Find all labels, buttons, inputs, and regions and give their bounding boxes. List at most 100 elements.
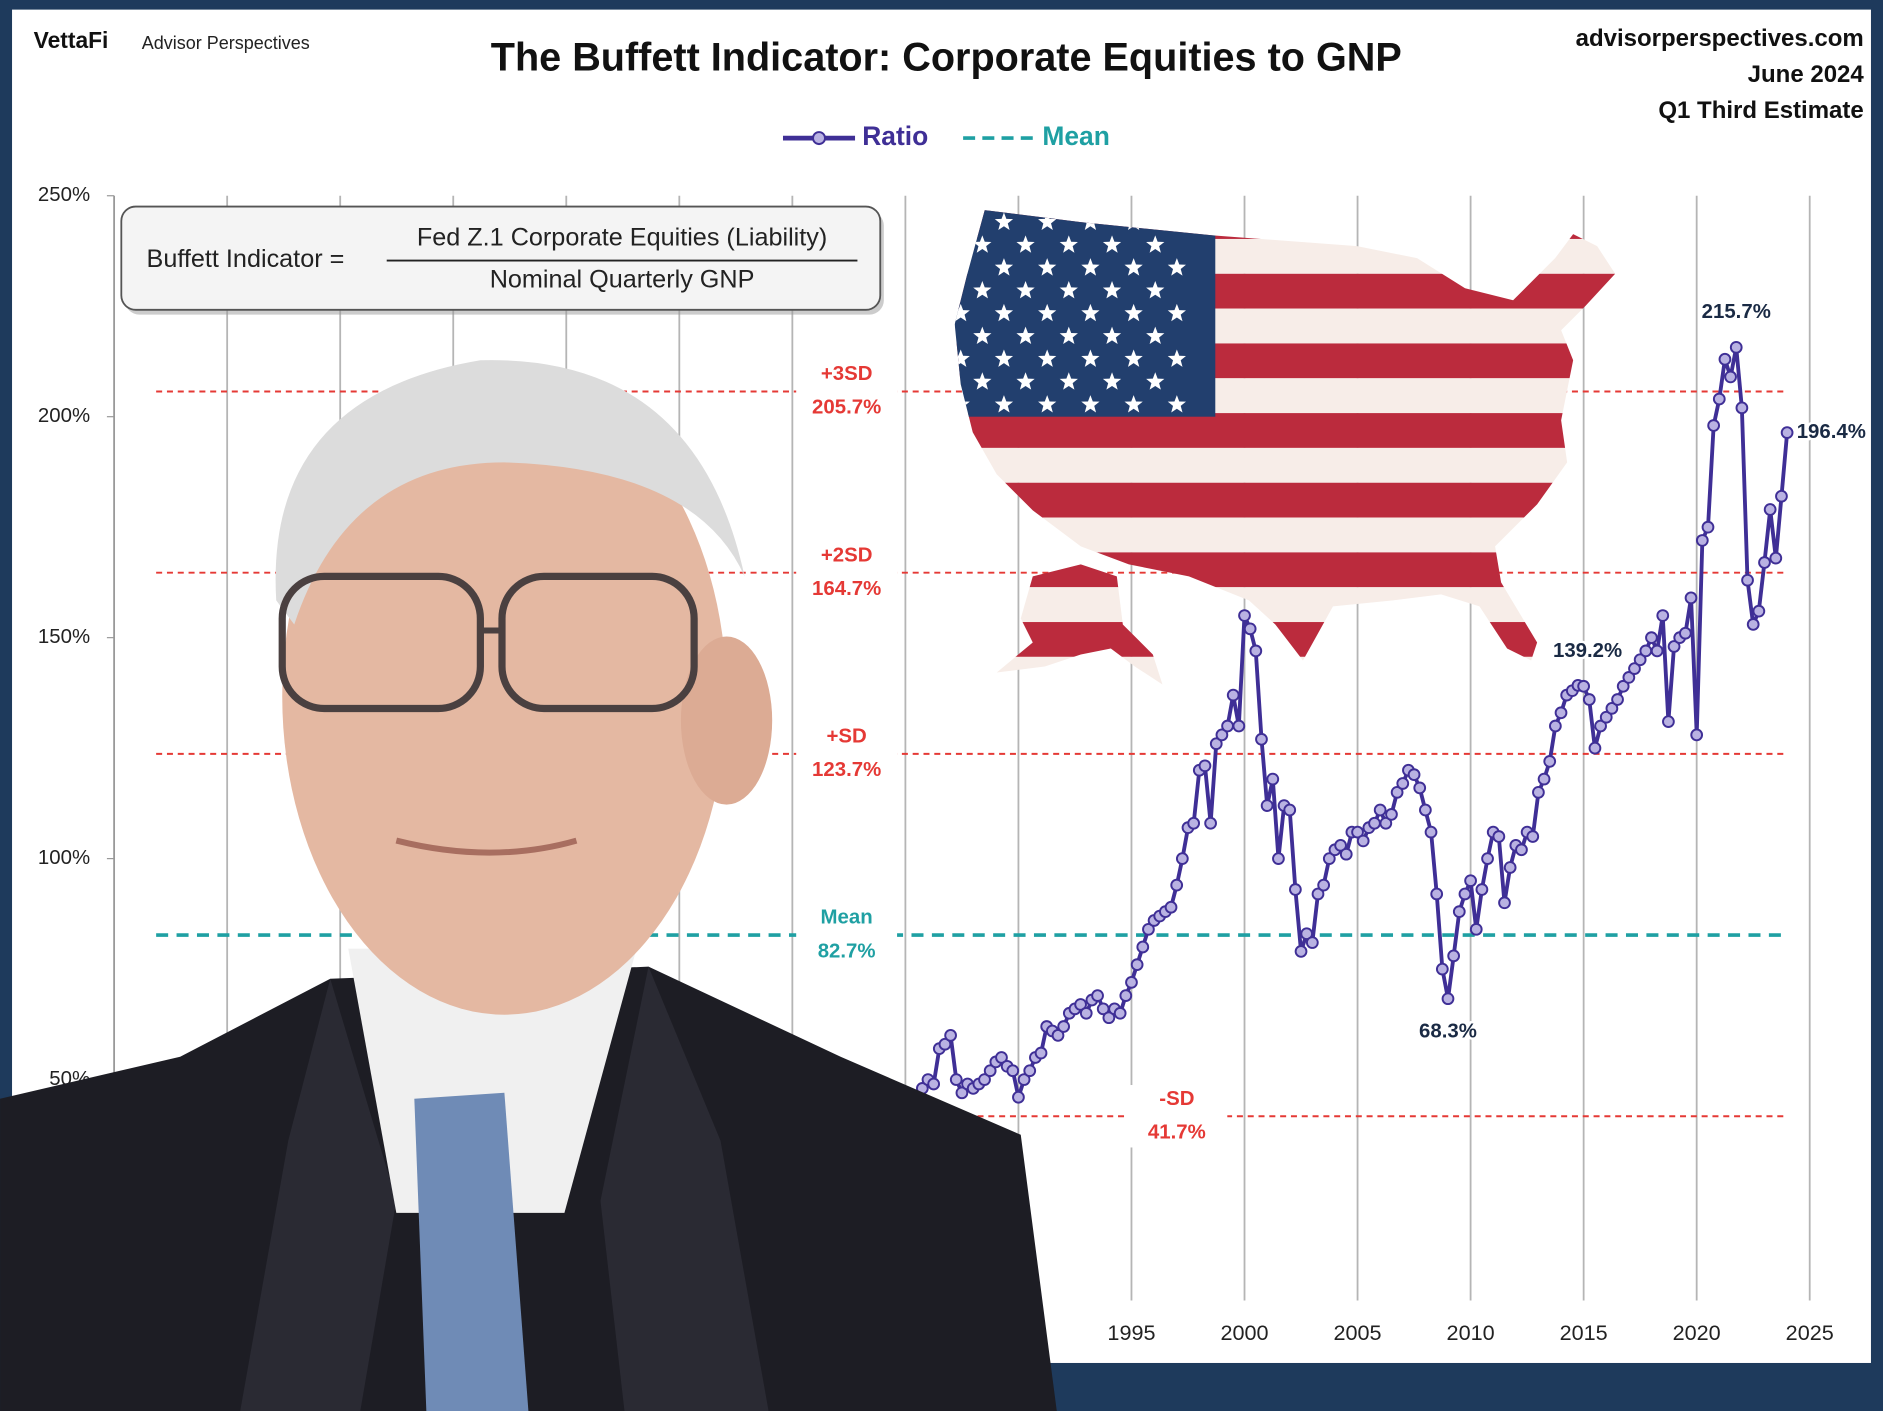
- ratio-point: [1454, 906, 1465, 917]
- ratio-point: [1420, 805, 1431, 816]
- ratio-point: [1776, 491, 1787, 502]
- ratio-point: [1414, 782, 1425, 793]
- ratio-point: [1126, 977, 1137, 988]
- ratio-point: [1663, 716, 1674, 727]
- chart-title: The Buffett Indicator: Corporate Equitie…: [491, 36, 1402, 80]
- ratio-point: [1036, 1048, 1047, 1059]
- data-label: 139.2%: [1553, 640, 1622, 662]
- ratio-point: [1296, 946, 1307, 957]
- ratio-point: [1024, 1065, 1035, 1076]
- x-tick-label: 2020: [1673, 1320, 1721, 1345]
- publisher: Advisor Perspectives: [142, 33, 310, 53]
- ratio-point: [1284, 805, 1295, 816]
- ratio-point: [1612, 694, 1623, 705]
- page: {"header": {"brand": "VettaFi", "publish…: [0, 0, 1883, 1411]
- ratio-point: [1708, 420, 1719, 431]
- ratio-point: [1533, 787, 1544, 798]
- ratio-point: [1556, 707, 1567, 718]
- ratio-point: [1188, 818, 1199, 829]
- ratio-point: [1448, 950, 1459, 961]
- ratio-point: [1318, 880, 1329, 891]
- ratio-point: [1132, 959, 1143, 970]
- ratio-point: [1267, 774, 1278, 785]
- ratio-point: [1493, 831, 1504, 842]
- legend-label: Mean: [1042, 121, 1110, 151]
- site: advisorperspectives.com: [1576, 25, 1864, 52]
- ratio-point: [1397, 778, 1408, 789]
- ratio-point: [1516, 844, 1527, 855]
- x-tick-label: 1995: [1107, 1320, 1155, 1345]
- ratio-point: [1256, 734, 1267, 745]
- ratio-point: [1736, 402, 1747, 413]
- y-tick-label: 150%: [38, 626, 90, 648]
- ratio-point: [1426, 827, 1437, 838]
- estimate: Q1 Third Estimate: [1658, 97, 1863, 124]
- ratio-point: [1482, 853, 1493, 864]
- ratio-point: [1476, 884, 1487, 895]
- ratio-point: [1742, 575, 1753, 586]
- ratio-point: [1527, 831, 1538, 842]
- ratio-point: [1703, 522, 1714, 533]
- reference-value: 41.7%: [1148, 1121, 1206, 1143]
- ratio-point: [1120, 990, 1131, 1001]
- ratio-point: [1578, 681, 1589, 692]
- ratio-point: [1731, 342, 1742, 353]
- ratio-point: [1770, 553, 1781, 564]
- x-tick-label: 2015: [1560, 1320, 1608, 1345]
- x-tick-label: 2005: [1334, 1320, 1382, 1345]
- reference-name: Mean: [821, 907, 873, 929]
- data-label: 68.3%: [1419, 1021, 1477, 1043]
- ratio-point: [1177, 853, 1188, 864]
- x-tick-label: 2025: [1786, 1320, 1834, 1345]
- reference-name: +3SD: [821, 363, 873, 385]
- ratio-point: [1697, 535, 1708, 546]
- flag-stripe: [937, 448, 1658, 483]
- ratio-point: [1115, 1008, 1126, 1019]
- ratio-point: [1505, 862, 1516, 873]
- ratio-point: [1680, 628, 1691, 639]
- ratio-point: [1262, 800, 1273, 811]
- ratio-point: [1460, 889, 1471, 900]
- formula-numerator: Fed Z.1 Corporate Equities (Liability): [417, 224, 827, 252]
- y-tick-label: 100%: [38, 847, 90, 869]
- ratio-point: [1431, 889, 1442, 900]
- ratio-point: [1686, 592, 1697, 603]
- reference-value: 205.7%: [812, 397, 881, 419]
- ratio-point: [1759, 557, 1770, 568]
- ratio-point: [1646, 632, 1657, 643]
- ratio-point: [1058, 1021, 1069, 1032]
- ratio-point: [1748, 619, 1759, 630]
- data-label: 196.4%: [1797, 421, 1866, 443]
- brand: VettaFi: [34, 27, 109, 53]
- ratio-point: [1657, 610, 1668, 621]
- ratio-point: [1092, 990, 1103, 1001]
- ratio-point: [1013, 1092, 1024, 1103]
- ratio-point: [1171, 880, 1182, 891]
- y-tick-label: 250%: [38, 184, 90, 206]
- ratio-point: [1714, 394, 1725, 405]
- reference-name: +SD: [827, 725, 867, 747]
- ratio-point: [1375, 805, 1386, 816]
- ratio-point: [1437, 964, 1448, 975]
- x-tick-label: 2010: [1447, 1320, 1495, 1345]
- formula-left: Buffett Indicator =: [147, 245, 345, 273]
- ratio-point: [1205, 818, 1216, 829]
- date: June 2024: [1748, 61, 1865, 88]
- legend-marker: [813, 132, 825, 144]
- ratio-point: [1386, 809, 1397, 820]
- ratio-point: [1273, 853, 1284, 864]
- ratio-point: [1584, 694, 1595, 705]
- ratio-point: [1550, 721, 1561, 732]
- ratio-point: [1245, 623, 1256, 634]
- formula-box: Buffett Indicator = Fed Z.1 Corporate Eq…: [121, 207, 884, 315]
- ratio-point: [1007, 1065, 1018, 1076]
- ratio-point: [1590, 743, 1601, 754]
- ratio-point: [1250, 646, 1261, 657]
- ratio-point: [1233, 721, 1244, 732]
- formula-denominator: Nominal Quarterly GNP: [490, 266, 755, 294]
- ratio-point: [1081, 1008, 1092, 1019]
- reference-name: +2SD: [821, 544, 873, 566]
- ratio-point: [1200, 760, 1211, 771]
- ratio-point: [1222, 721, 1233, 732]
- ratio-point: [1307, 937, 1318, 948]
